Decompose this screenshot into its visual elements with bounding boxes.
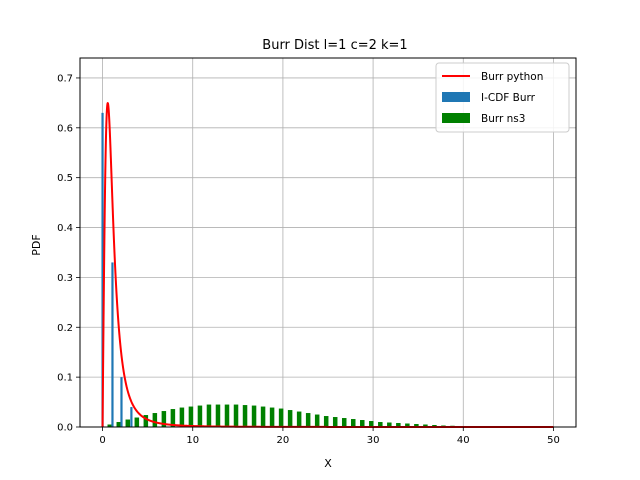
x-axis-ticks: 0 10 20 30 40 50: [99, 427, 560, 446]
ns3-bar: [323, 416, 329, 427]
ns3-bar: [287, 410, 293, 427]
icdf-bar: [101, 112, 104, 427]
ns3-bar: [269, 407, 275, 427]
ns3-bar: [387, 422, 392, 427]
ns3-bar: [350, 419, 356, 427]
y-tick-label: 0.2: [57, 323, 73, 334]
y-tick-label: 0.5: [57, 173, 73, 184]
ns3-bar: [116, 422, 122, 427]
x-tick-label: 40: [457, 435, 470, 446]
ns3-bars: [107, 404, 554, 427]
ns3-bar: [125, 419, 131, 427]
ns3-bar: [233, 404, 239, 427]
y-tick-label: 0.3: [57, 273, 73, 284]
ns3-bar: [305, 413, 311, 427]
ns3-bar: [152, 413, 158, 427]
ns3-bar: [414, 424, 419, 427]
icdf-bar: [130, 407, 133, 427]
legend: Burr python I-CDF Burr Burr ns3: [435, 62, 570, 133]
plot-frame: [79, 57, 577, 428]
ns3-bar: [170, 409, 176, 427]
y-tick-label: 0.7: [57, 73, 73, 84]
ns3-bar: [224, 404, 230, 427]
x-axis-label: X: [324, 457, 332, 470]
icdf-bars: [101, 112, 133, 427]
ns3-bar: [369, 421, 374, 427]
legend-label-icdf: I-CDF Burr: [481, 92, 536, 104]
ns3-bar: [107, 424, 113, 427]
legend-label-python: Burr python: [481, 71, 543, 83]
ns3-bar: [405, 423, 410, 427]
ns3-bar: [161, 411, 167, 427]
ns3-bar: [278, 408, 284, 427]
legend-swatch-icdf: [442, 92, 470, 102]
ns3-bar: [143, 415, 149, 427]
x-tick-label: 20: [277, 435, 290, 446]
ns3-bar: [332, 417, 338, 427]
y-tick-label: 0.1: [57, 373, 73, 384]
icdf-bar: [111, 262, 114, 427]
legend-label-ns3: Burr ns3: [481, 113, 525, 125]
y-axis-label: PDF: [30, 234, 43, 255]
grid: [80, 58, 576, 428]
ns3-bar: [341, 418, 347, 427]
ns3-bar: [242, 405, 248, 427]
ns3-bar: [251, 405, 257, 427]
x-tick-label: 10: [186, 435, 199, 446]
ns3-bar: [296, 411, 302, 427]
y-tick-label: 0.4: [57, 223, 73, 234]
ns3-bar: [197, 405, 203, 427]
x-tick-label: 0: [99, 435, 105, 446]
y-tick-label: 0.0: [57, 423, 73, 434]
ns3-bar: [134, 417, 140, 427]
y-tick-label: 0.6: [57, 123, 73, 134]
ns3-bar: [314, 414, 320, 427]
ns3-bar: [179, 407, 185, 427]
icdf-bar: [120, 377, 123, 427]
y-axis-ticks: 0.0 0.1 0.2 0.3 0.4 0.5 0.6 0.7: [57, 73, 80, 434]
ns3-bar: [206, 404, 212, 427]
x-tick-label: 50: [547, 435, 560, 446]
chart-title: Burr Dist l=1 c=2 k=1: [262, 38, 407, 53]
ns3-bar: [188, 406, 194, 427]
ns3-bar: [423, 424, 428, 427]
ns3-bar: [360, 420, 365, 427]
legend-swatch-ns3: [442, 113, 470, 123]
ns3-bar: [378, 422, 383, 427]
ns3-bar: [215, 404, 221, 427]
x-tick-label: 30: [367, 435, 380, 446]
ns3-bar: [260, 406, 266, 427]
ns3-bar: [396, 423, 401, 427]
